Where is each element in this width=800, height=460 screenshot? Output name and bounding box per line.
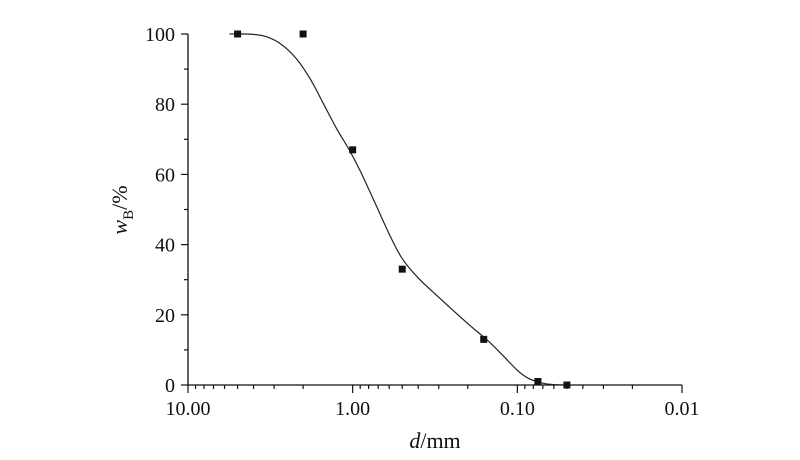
y-tick-label: 60: [155, 164, 175, 186]
x-tick-label: 1.00: [335, 398, 370, 420]
y-tick-label: 0: [165, 375, 175, 397]
axes: [187, 34, 682, 386]
y-axis-title: wB/%: [107, 185, 137, 234]
x-tick-label: 0.10: [500, 398, 535, 420]
y-tick-label: 40: [155, 235, 175, 257]
ticks: [181, 33, 683, 393]
data-point: [299, 30, 307, 38]
tick-labels: 0 20 40 60 80 100 10.00 1.00 0.10 0.01: [145, 24, 700, 420]
y-tick-label: 80: [155, 94, 175, 116]
x-tick-label: 0.01: [665, 398, 700, 420]
fit-curve: [229, 33, 567, 386]
data-point: [480, 335, 488, 343]
x-tick-label: 10.00: [166, 398, 211, 420]
data-point: [234, 30, 242, 38]
data-points: [234, 30, 571, 389]
y-tick-label: 20: [155, 305, 175, 327]
x-axis-title: d/mm: [409, 428, 460, 453]
data-point: [349, 146, 357, 154]
y-tick-label: 100: [145, 24, 175, 46]
data-point: [398, 265, 406, 273]
data-point: [534, 377, 542, 385]
data-point: [563, 381, 571, 389]
